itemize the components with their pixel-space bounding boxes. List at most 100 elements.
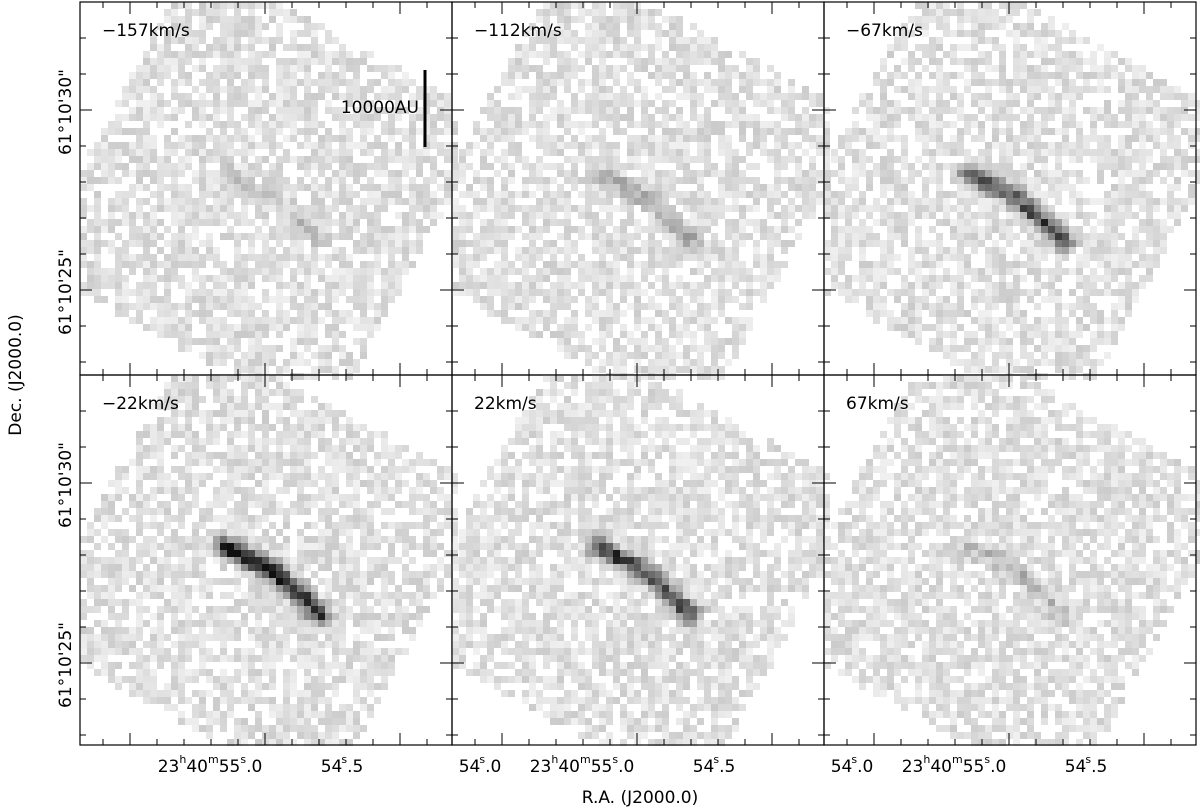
map-pixel <box>578 51 585 58</box>
map-pixel <box>185 79 192 86</box>
map-pixel <box>1076 282 1083 289</box>
map-pixel <box>1069 345 1076 352</box>
map-pixel <box>627 219 634 226</box>
map-pixel <box>992 296 999 303</box>
map-pixel <box>339 198 346 205</box>
map-pixel <box>866 261 873 268</box>
map-pixel <box>711 240 718 247</box>
map-pixel <box>641 373 648 380</box>
map-pixel <box>515 324 522 331</box>
map-pixel <box>227 72 234 79</box>
map-pixel <box>627 58 634 65</box>
map-pixel <box>108 128 115 135</box>
map-pixel <box>255 107 262 114</box>
map-pixel <box>690 170 697 177</box>
map-pixel <box>788 114 795 121</box>
map-pixel <box>185 191 192 198</box>
map-pixel <box>1118 149 1125 156</box>
map-pixel <box>915 198 922 205</box>
map-pixel <box>578 121 585 128</box>
map-pixel <box>1104 100 1111 107</box>
map-pixel <box>992 289 999 296</box>
map-pixel <box>437 170 444 177</box>
map-pixel <box>922 30 929 37</box>
map-pixel <box>444 128 451 135</box>
map-pixel <box>606 219 613 226</box>
map-pixel <box>501 268 508 275</box>
map-pixel <box>353 58 360 65</box>
map-pixel <box>599 205 606 212</box>
map-pixel <box>964 16 971 23</box>
map-pixel <box>711 345 718 352</box>
map-pixel <box>94 233 101 240</box>
map-pixel <box>676 16 683 23</box>
map-pixel <box>1076 128 1083 135</box>
map-pixel <box>515 86 522 93</box>
map-pixel <box>311 177 318 184</box>
map-pixel <box>824 289 831 296</box>
map-pixel <box>1048 114 1055 121</box>
map-pixel <box>985 282 992 289</box>
map-pixel <box>451 121 458 128</box>
map-pixel <box>690 233 697 240</box>
map-pixel <box>1034 170 1041 177</box>
map-pixel <box>1041 51 1048 58</box>
map-pixel <box>683 191 690 198</box>
map-pixel <box>571 170 578 177</box>
map-pixel <box>880 107 887 114</box>
map-pixel <box>129 212 136 219</box>
map-pixel <box>838 212 845 219</box>
map-pixel <box>171 23 178 30</box>
map-pixel <box>753 135 760 142</box>
map-pixel <box>213 289 220 296</box>
map-pixel <box>922 296 929 303</box>
map-pixel <box>1083 86 1090 93</box>
map-pixel <box>915 93 922 100</box>
map-pixel <box>444 198 451 205</box>
map-pixel <box>613 366 620 373</box>
map-pixel <box>1083 233 1090 240</box>
map-pixel <box>746 72 753 79</box>
map-pixel <box>290 205 297 212</box>
map-pixel <box>255 23 262 30</box>
map-pixel <box>1090 310 1097 317</box>
map-pixel <box>669 366 676 373</box>
map-pixel <box>269 9 276 16</box>
map-pixel <box>515 156 522 163</box>
map-pixel <box>388 184 395 191</box>
map-pixel <box>1006 345 1013 352</box>
map-pixel <box>838 254 845 261</box>
map-pixel <box>676 142 683 149</box>
map-pixel <box>732 93 739 100</box>
map-pixel <box>536 156 543 163</box>
map-pixel <box>859 289 866 296</box>
map-pixel <box>592 303 599 310</box>
map-pixel <box>971 191 978 198</box>
map-pixel <box>262 268 269 275</box>
map-pixel <box>1139 100 1146 107</box>
map-pixel <box>94 198 101 205</box>
map-pixel <box>725 100 732 107</box>
map-pixel <box>339 58 346 65</box>
map-pixel <box>227 37 234 44</box>
map-pixel <box>557 51 564 58</box>
map-pixel <box>283 366 290 373</box>
map-pixel <box>360 107 367 114</box>
map-pixel <box>220 135 227 142</box>
map-pixel <box>1076 212 1083 219</box>
map-pixel <box>852 128 859 135</box>
map-pixel <box>143 289 150 296</box>
map-pixel <box>662 184 669 191</box>
map-pixel <box>1097 261 1104 268</box>
map-pixel <box>929 205 936 212</box>
map-pixel <box>809 100 816 107</box>
map-pixel <box>971 156 978 163</box>
map-pixel <box>711 100 718 107</box>
map-pixel <box>620 331 627 338</box>
map-pixel <box>402 163 409 170</box>
map-pixel <box>648 51 655 58</box>
map-pixel <box>1174 121 1181 128</box>
map-pixel <box>466 282 473 289</box>
map-pixel <box>87 268 94 275</box>
map-pixel <box>936 121 943 128</box>
